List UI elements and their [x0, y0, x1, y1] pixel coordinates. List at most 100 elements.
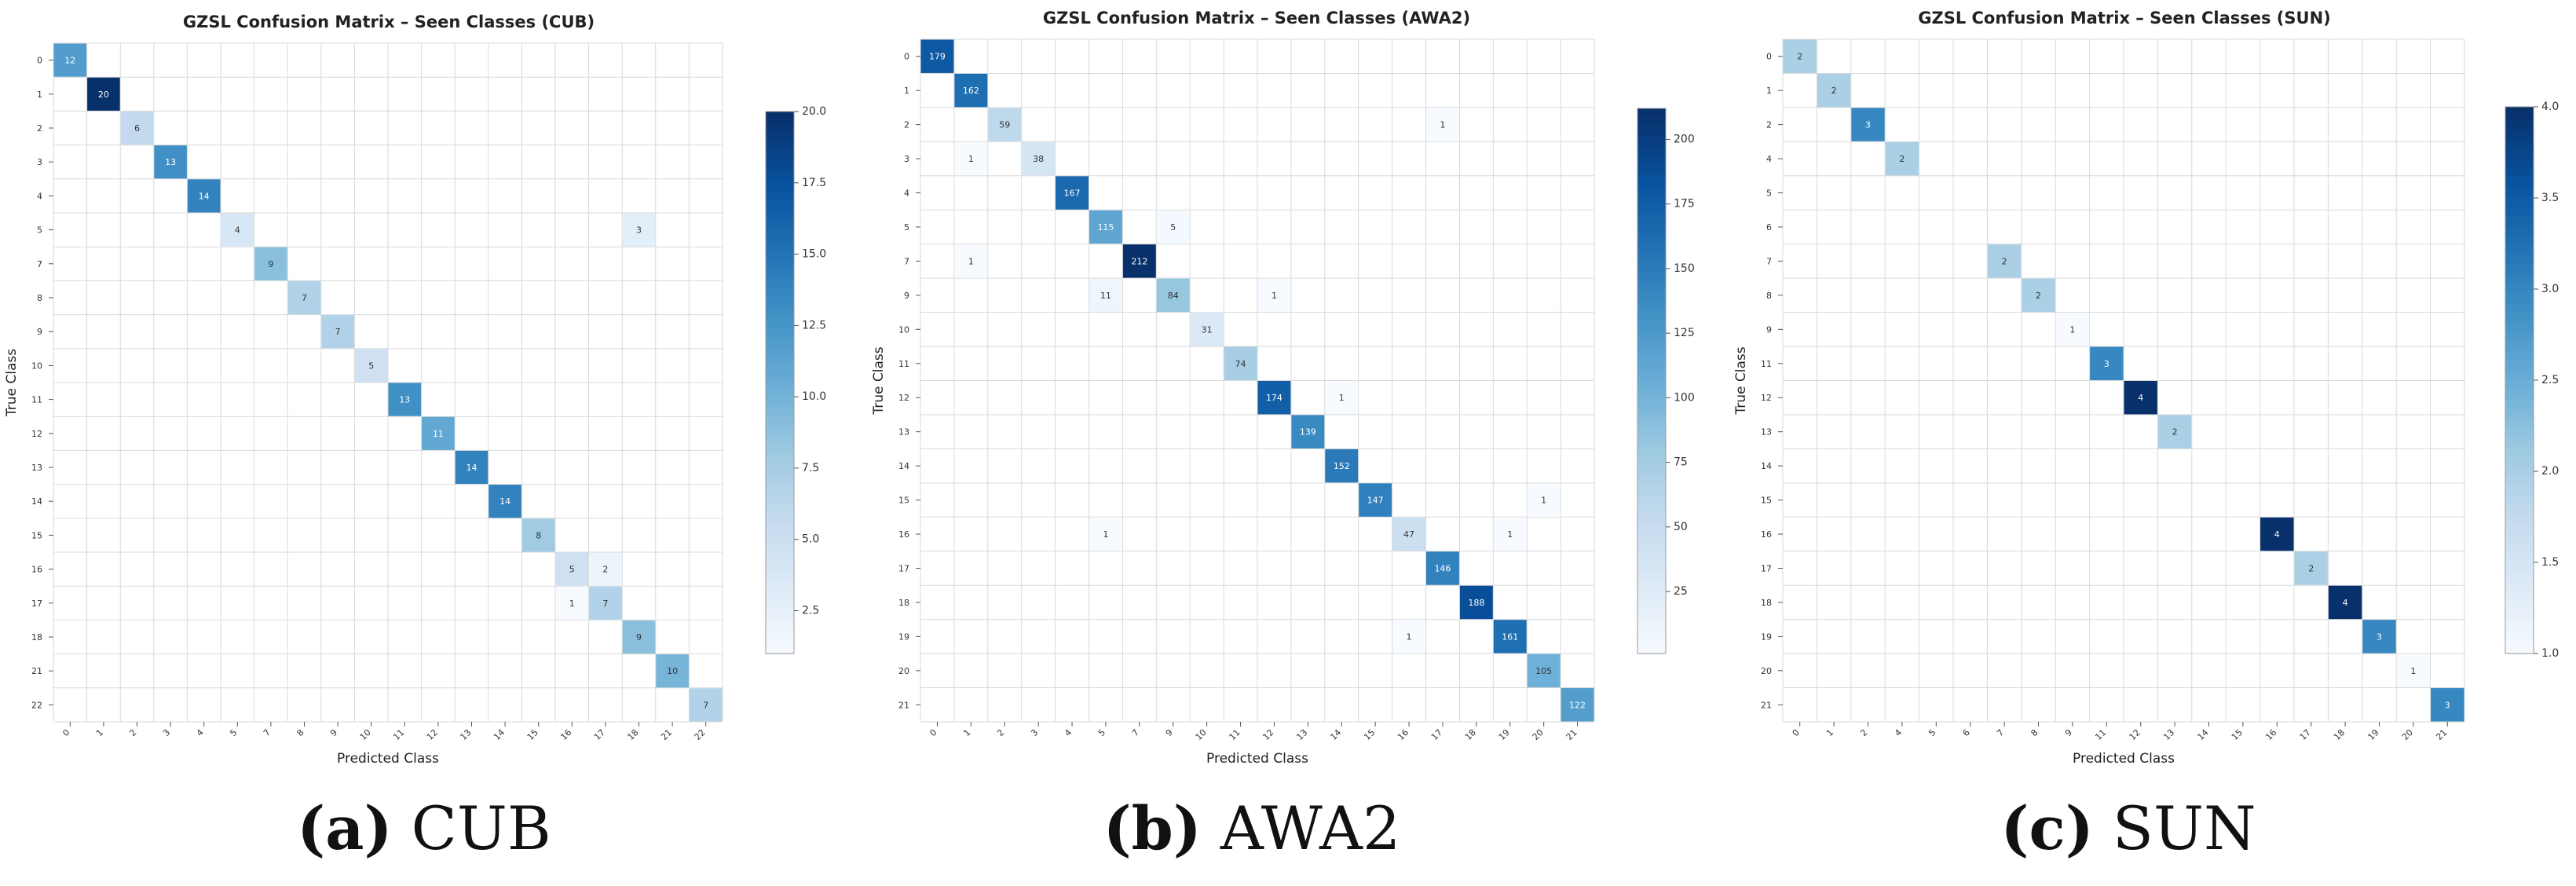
heatmap-cell [589, 586, 622, 620]
colorbar-segment [2505, 441, 2534, 449]
x-tick-label: 18 [2332, 727, 2347, 742]
colorbar-segment [766, 525, 794, 533]
colorbar-segment [2505, 141, 2534, 149]
colorbar-segment [2505, 626, 2534, 634]
colorbar-segment [2505, 482, 2534, 491]
cell-value-label: 4 [2138, 393, 2143, 403]
heatmap-cell [2055, 313, 2090, 346]
cell-value-label: 12 [64, 56, 75, 66]
x-tick-label: 1 [961, 727, 972, 738]
colorbar-segment [766, 450, 794, 458]
colorbar-segment [2505, 517, 2534, 525]
colorbar-segment [1637, 258, 1666, 266]
colorbar-segment [766, 192, 794, 201]
colorbar-segment [2505, 619, 2534, 628]
colorbar-segment [1637, 619, 1666, 628]
colorbar-segment [1637, 483, 1666, 491]
cell-value-label: 212 [1131, 256, 1147, 266]
cell-value-label: 1 [1103, 529, 1108, 540]
heatmap-cell [954, 73, 988, 108]
colorbar-segment [766, 185, 794, 194]
colorbar-segment [766, 531, 794, 540]
cell-value-label: 147 [1367, 496, 1384, 506]
colorbar-segment [1637, 129, 1666, 137]
colorbar-segment [1637, 530, 1666, 539]
colorbar-segment [1637, 306, 1666, 314]
colorbar-segment [766, 613, 794, 621]
colorbar-tick-label: 4.0 [2541, 101, 2559, 113]
heatmap-cell [1392, 620, 1425, 654]
y-tick-label: 19 [898, 632, 909, 642]
colorbar-segment [766, 585, 794, 594]
colorbar-segment [2505, 202, 2534, 211]
x-tick-label: 5 [1927, 727, 1937, 738]
cell-value-label: 1 [2069, 324, 2075, 335]
cell-value-label: 1 [1272, 291, 1277, 301]
colorbar-segment [1637, 626, 1666, 634]
colorbar-tick-label: 15.0 [802, 248, 826, 261]
x-tick-label: 8 [2029, 727, 2040, 738]
caption-b: (b) AWA2 [977, 793, 1527, 863]
heatmap-cell [488, 485, 521, 518]
colorbar-segment [2505, 339, 2534, 347]
caption-a-letter: (a) [297, 793, 393, 863]
colorbar-segment [2505, 558, 2534, 566]
cell-value-label: 105 [1535, 666, 1552, 676]
colorbar-segment [766, 274, 794, 282]
colorbar-segment [2505, 270, 2534, 279]
colorbar-segment [2505, 599, 2534, 607]
heatmap-cell [254, 247, 287, 280]
colorbar-segment [2505, 373, 2534, 381]
colorbar-segment [2505, 359, 2534, 368]
x-tick-label: 18 [1463, 727, 1478, 742]
cell-value-label: 3 [636, 225, 642, 236]
x-tick-label: 15 [525, 727, 540, 742]
y-tick-label: 17 [1761, 563, 1772, 573]
heatmap-cell [354, 349, 388, 383]
heatmap-cell [1122, 244, 1156, 278]
colorbar-segment [766, 213, 794, 221]
colorbar-segment [766, 545, 794, 553]
colorbar-segment [2505, 503, 2534, 511]
colorbar-segment [2505, 257, 2534, 265]
x-tick-label: 12 [1261, 727, 1275, 742]
colorbar-segment [2505, 284, 2534, 292]
heatmap-cell [120, 111, 154, 145]
colorbar-segment [2505, 407, 2534, 416]
caption-c: (c) SUN [1853, 793, 2403, 863]
colorbar-segment [2505, 353, 2534, 361]
heatmap-cell [1325, 448, 1359, 483]
cell-value-label: 3 [2104, 359, 2109, 369]
x-tick-label: 18 [626, 727, 641, 742]
cell-value-label: 2 [2308, 563, 2314, 573]
colorbar-segment [766, 200, 794, 207]
colorbar-segment [1637, 442, 1666, 450]
x-tick-label: 3 [1029, 727, 1040, 738]
colorbar-segment [2505, 325, 2534, 334]
y-tick-label: 21 [31, 666, 42, 676]
x-tick-label: 21 [659, 727, 674, 742]
cell-value-label: 167 [1064, 189, 1081, 199]
colorbar-segment [766, 477, 794, 485]
colorbar-segment [2505, 243, 2534, 251]
cell-value-label: 84 [1168, 291, 1179, 301]
x-tick-label: 2 [127, 727, 138, 738]
cell-value-label: 2 [1797, 52, 1802, 62]
x-tick-label: 21 [1564, 727, 1579, 742]
x-tick-label: 0 [60, 727, 71, 738]
colorbar-segment [766, 639, 794, 648]
colorbar-segment [2505, 264, 2534, 272]
colorbar-segment [766, 247, 794, 255]
y-tick-label: 3 [904, 154, 909, 164]
colorbar-segment [1637, 591, 1666, 600]
colorbar-segment [1637, 435, 1666, 444]
x-tick-label: 19 [1497, 727, 1512, 742]
colorbar-segment [2505, 578, 2534, 586]
colorbar-segment [766, 456, 794, 465]
colorbar-segment [2505, 591, 2534, 600]
colorbar-segment [1637, 135, 1666, 144]
cell-value-label: 162 [963, 86, 979, 96]
cell-value-label: 1 [2410, 666, 2416, 676]
colorbar-segment [766, 484, 794, 492]
